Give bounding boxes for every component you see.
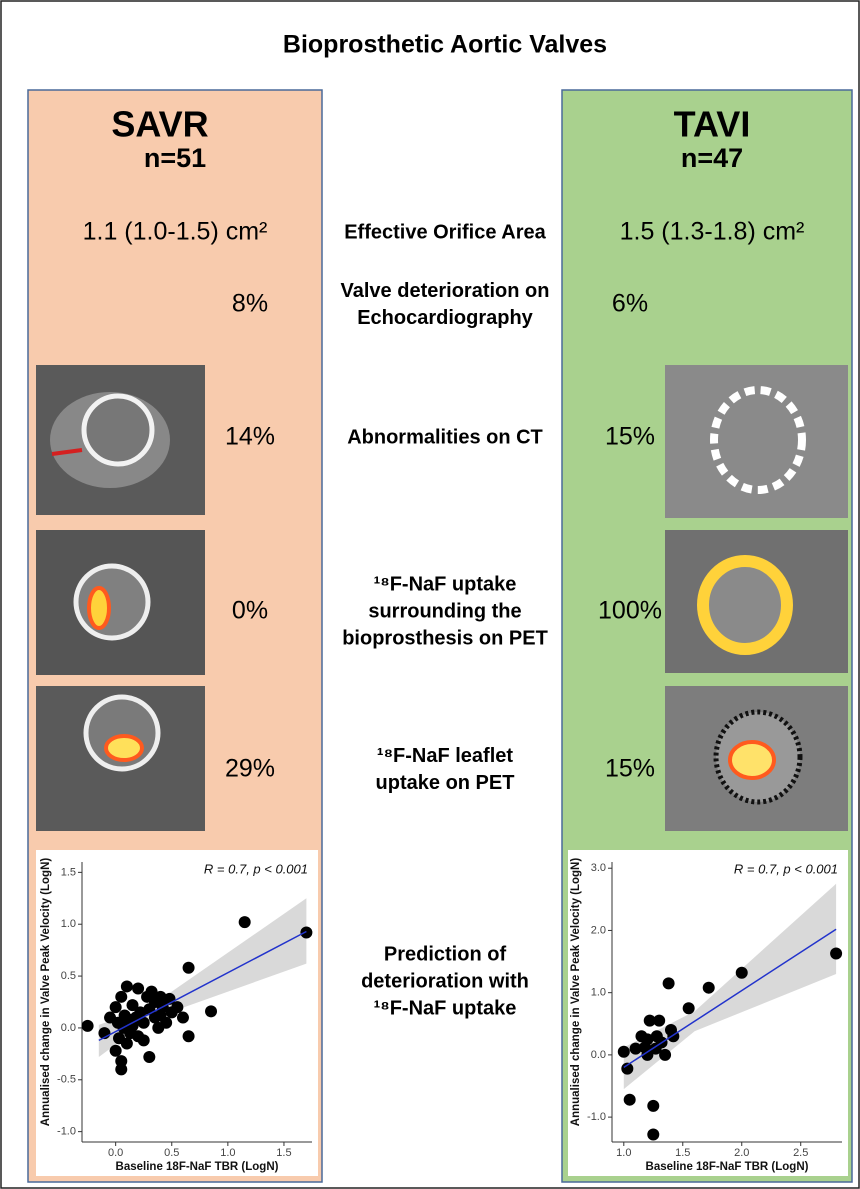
point bbox=[121, 1037, 133, 1049]
y-tick-label: 0.5 bbox=[61, 970, 76, 982]
pet-hotspot bbox=[89, 588, 109, 628]
savr-value: 14% bbox=[225, 423, 275, 451]
y-axis-label: Annualised change in Valve Peak Velocity… bbox=[570, 858, 582, 1127]
point bbox=[183, 962, 195, 974]
y-tick-label: 1.0 bbox=[591, 987, 606, 999]
annotation: R = 0.7, p < 0.001 bbox=[204, 861, 308, 876]
tavi-value: 15% bbox=[605, 423, 655, 451]
savr-title: SAVR bbox=[111, 104, 208, 145]
pet-ring bbox=[76, 566, 148, 638]
point bbox=[121, 980, 133, 992]
tavi-value: 100% bbox=[598, 597, 662, 625]
y-tick-label: -0.5 bbox=[57, 1074, 76, 1086]
x-tick-label: 2.0 bbox=[734, 1147, 749, 1159]
x-tick-label: 0.5 bbox=[164, 1147, 179, 1159]
y-tick-label: 3.0 bbox=[591, 862, 606, 874]
row-label: ¹⁸F-NaF uptake bbox=[374, 997, 517, 1019]
savr-value: 29% bbox=[225, 755, 275, 783]
point bbox=[647, 1129, 659, 1141]
x-tick-label: 0.0 bbox=[108, 1147, 123, 1159]
y-tick-label: 1.5 bbox=[61, 866, 76, 878]
tavi-value: 6% bbox=[612, 290, 648, 318]
row-label: surrounding the bbox=[368, 600, 521, 622]
row-label: Prediction of bbox=[384, 943, 507, 965]
point bbox=[143, 1051, 155, 1063]
pet-ring bbox=[703, 561, 787, 649]
ct-ring bbox=[84, 396, 152, 464]
point bbox=[624, 1094, 636, 1106]
y-axis-label: Annualised change in Valve Peak Velocity… bbox=[40, 858, 52, 1127]
savr-value: 1.1 (1.0-1.5) cm² bbox=[83, 218, 268, 246]
tavi-value: 15% bbox=[605, 755, 655, 783]
ct-image bbox=[665, 365, 848, 518]
savr-value: 0% bbox=[232, 597, 268, 625]
savr-n: n=51 bbox=[144, 143, 206, 173]
x-tick-label: 1.5 bbox=[276, 1147, 291, 1159]
y-tick-label: 2.0 bbox=[591, 924, 606, 936]
page: Bioprosthetic Aortic Valves SAVR n=51 TA… bbox=[0, 0, 860, 1189]
point bbox=[160, 1017, 172, 1029]
row-label: Echocardiography bbox=[357, 307, 533, 329]
row-label: bioprosthesis on PET bbox=[342, 627, 548, 649]
point bbox=[703, 982, 715, 994]
point bbox=[239, 916, 251, 928]
row-label: uptake on PET bbox=[376, 772, 515, 794]
pet-hotspot bbox=[106, 736, 142, 760]
page-title: Bioprosthetic Aortic Valves bbox=[283, 31, 607, 59]
point bbox=[659, 1049, 671, 1061]
point bbox=[618, 1046, 630, 1058]
point bbox=[647, 1100, 659, 1112]
point bbox=[830, 947, 842, 959]
tavi-value: 1.5 (1.3-1.8) cm² bbox=[620, 218, 805, 246]
point bbox=[171, 1001, 183, 1013]
row-label: ¹⁸F-NaF uptake bbox=[374, 573, 517, 595]
row-label: deterioration with bbox=[361, 970, 529, 992]
point bbox=[653, 1015, 665, 1027]
point bbox=[138, 1034, 150, 1046]
point bbox=[115, 1055, 127, 1067]
x-axis-label: Baseline 18F-NaF TBR (LogN) bbox=[646, 1161, 809, 1173]
point bbox=[132, 983, 144, 995]
point bbox=[205, 1005, 217, 1017]
x-tick-label: 2.5 bbox=[793, 1147, 808, 1159]
annotation: R = 0.7, p < 0.001 bbox=[734, 861, 838, 876]
pet-hotspot bbox=[730, 742, 774, 778]
x-tick-label: 1.0 bbox=[220, 1147, 235, 1159]
y-tick-label: 0.0 bbox=[61, 1022, 76, 1034]
savr-value: 8% bbox=[232, 290, 268, 318]
y-tick-label: -1.0 bbox=[587, 1111, 606, 1123]
point bbox=[300, 927, 312, 939]
y-tick-label: -1.0 bbox=[57, 1126, 76, 1138]
point bbox=[110, 1001, 122, 1013]
row-label: ¹⁸F-NaF leaflet bbox=[377, 745, 513, 767]
tavi-title: TAVI bbox=[674, 104, 751, 145]
y-tick-label: 0.0 bbox=[591, 1049, 606, 1061]
point bbox=[736, 967, 748, 979]
x-tick-label: 1.0 bbox=[616, 1147, 631, 1159]
point bbox=[683, 1002, 695, 1014]
x-tick-label: 1.5 bbox=[675, 1147, 690, 1159]
row-label: Effective Orifice Area bbox=[344, 221, 546, 243]
row-label: Valve deterioration on bbox=[341, 280, 550, 302]
x-axis-label: Baseline 18F-NaF TBR (LogN) bbox=[116, 1161, 279, 1173]
point bbox=[663, 977, 675, 989]
point bbox=[82, 1020, 94, 1032]
row-label: Abnormalities on CT bbox=[347, 426, 543, 448]
point bbox=[183, 1030, 195, 1042]
point bbox=[115, 991, 127, 1003]
point bbox=[177, 1012, 189, 1024]
tavi-n: n=47 bbox=[681, 143, 743, 173]
point bbox=[110, 1045, 122, 1057]
y-tick-label: 1.0 bbox=[61, 918, 76, 930]
